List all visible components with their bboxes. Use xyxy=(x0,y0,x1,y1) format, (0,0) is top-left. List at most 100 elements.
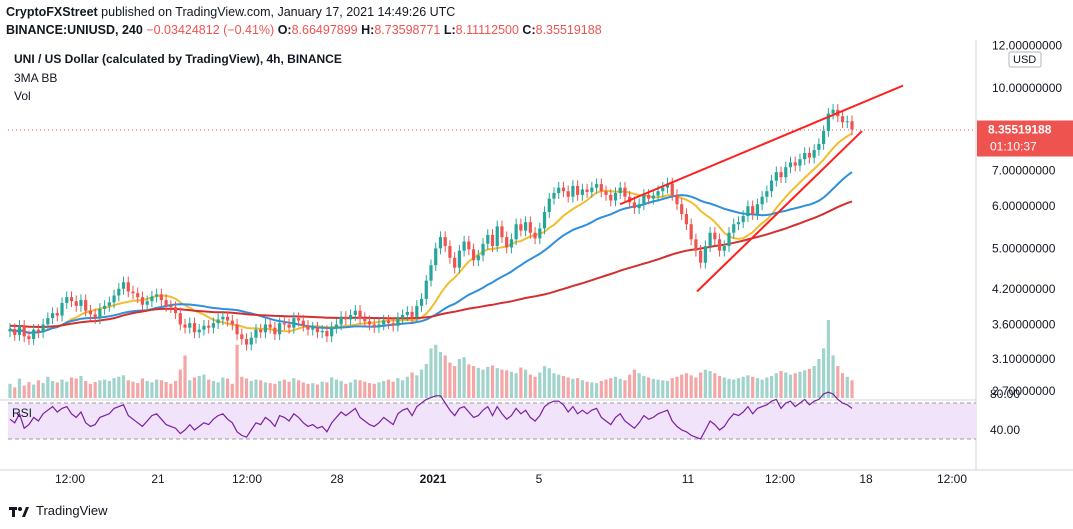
volume-bar xyxy=(372,383,376,398)
volume-bar xyxy=(17,378,22,398)
candle-body xyxy=(377,324,381,328)
volume-bar xyxy=(784,372,788,398)
volume-bar xyxy=(547,368,551,398)
candle-body xyxy=(646,194,651,199)
close-label: C: xyxy=(522,23,536,37)
volume-bar xyxy=(505,370,509,398)
volume-bar xyxy=(736,378,741,398)
volume-bar xyxy=(273,383,277,398)
volume-bar xyxy=(623,380,627,398)
indicator-rsi-label[interactable]: RSI xyxy=(12,406,33,420)
candle-body xyxy=(736,222,741,225)
volume-bar xyxy=(282,379,286,398)
candle-body xyxy=(760,196,764,205)
volume-bar xyxy=(88,383,93,398)
candle-body xyxy=(278,323,282,335)
volume-bar xyxy=(438,351,443,398)
rsi-tick-label: 80.00 xyxy=(990,387,1020,401)
candle-body xyxy=(651,195,655,199)
candle-body xyxy=(699,250,703,263)
publish-info: published on TradingView.com, January 17… xyxy=(101,5,456,19)
price-tick-label: 12.00000000 xyxy=(992,39,1062,53)
candle-body xyxy=(315,327,320,333)
currency-label: USD xyxy=(1013,54,1036,66)
volume-bar xyxy=(509,371,514,398)
time-tick-label: 18 xyxy=(859,472,873,486)
volume-bar xyxy=(703,369,707,398)
wedge-lower-line xyxy=(696,130,863,293)
volume-bar xyxy=(429,348,433,398)
volume-bar xyxy=(55,382,59,398)
volume-bar xyxy=(717,376,722,398)
volume-bar xyxy=(519,367,523,398)
tradingview-logo[interactable]: TradingView xyxy=(8,503,108,518)
publisher-name[interactable]: CryptoFXStreet xyxy=(6,5,98,19)
candle-body xyxy=(453,257,457,268)
candle-body xyxy=(684,214,689,225)
candle-body xyxy=(46,318,50,325)
candle-body xyxy=(557,187,561,194)
candle-body xyxy=(396,318,400,326)
chart-title[interactable]: UNI / US Dollar (calculated by TradingVi… xyxy=(14,52,342,66)
candle-body xyxy=(561,187,566,192)
candle-body xyxy=(424,280,428,299)
ma-fast-line xyxy=(9,132,853,335)
indicator-vol-label[interactable]: Vol xyxy=(14,89,31,103)
candle-body xyxy=(386,320,391,324)
volume-bar xyxy=(538,372,542,398)
volume-bar xyxy=(112,378,116,398)
volume-bar xyxy=(524,369,528,398)
rsi-band xyxy=(8,403,976,439)
volume-bar xyxy=(46,376,50,398)
volume-bar xyxy=(419,369,424,398)
volume-bar xyxy=(410,372,414,398)
candle-body xyxy=(8,328,12,332)
candle-body xyxy=(344,316,348,320)
candle-body xyxy=(93,314,97,319)
volume-bar xyxy=(301,382,305,398)
indicator-bb-label[interactable]: 3MA BB xyxy=(14,71,58,85)
candle-body xyxy=(65,297,69,303)
ohlc-line: BINANCE:UNIUSD, 240 −0.03424812 (−0.41%)… xyxy=(6,23,602,37)
publish-line: CryptoFXStreet published on TradingView.… xyxy=(6,5,455,19)
price-tick-label: 3.10000000 xyxy=(992,352,1056,366)
volume-bar xyxy=(684,373,689,398)
candle-body xyxy=(27,336,31,340)
candle-body xyxy=(126,282,130,292)
candle-body xyxy=(74,301,78,306)
candle-body xyxy=(576,185,580,195)
volume-bar xyxy=(117,376,121,398)
candle-body xyxy=(221,316,225,320)
candle-body xyxy=(211,323,216,328)
candle-body xyxy=(401,314,405,319)
candle-body xyxy=(240,334,244,340)
candle-body xyxy=(798,159,802,166)
candle-body xyxy=(225,316,230,321)
volume-bar xyxy=(803,370,807,398)
volume-bar xyxy=(41,383,45,398)
candle-body xyxy=(580,189,584,195)
volume-bars xyxy=(8,320,854,398)
candle-body xyxy=(292,318,296,328)
volume-bar xyxy=(287,381,291,398)
candle-body xyxy=(159,294,163,301)
high-label: H: xyxy=(361,23,375,37)
candle-body xyxy=(259,329,263,333)
candle-body xyxy=(807,152,812,158)
volume-bar xyxy=(533,376,537,398)
volume-bar xyxy=(495,368,499,398)
candle-body xyxy=(746,206,750,217)
rsi-pane: 80.00 40.00 xyxy=(8,387,1020,440)
last-price-badge xyxy=(977,120,1073,157)
candle-body xyxy=(140,297,145,305)
volume-bar xyxy=(202,374,206,398)
volume-bar xyxy=(330,377,334,398)
volume-bar xyxy=(774,373,778,398)
candle-body xyxy=(145,301,149,305)
volume-bar xyxy=(680,374,684,398)
volume-bar xyxy=(467,364,471,398)
volume-bar xyxy=(69,377,74,398)
price-tick-label: 2.70000000 xyxy=(992,384,1056,398)
volume-bar xyxy=(661,380,665,398)
